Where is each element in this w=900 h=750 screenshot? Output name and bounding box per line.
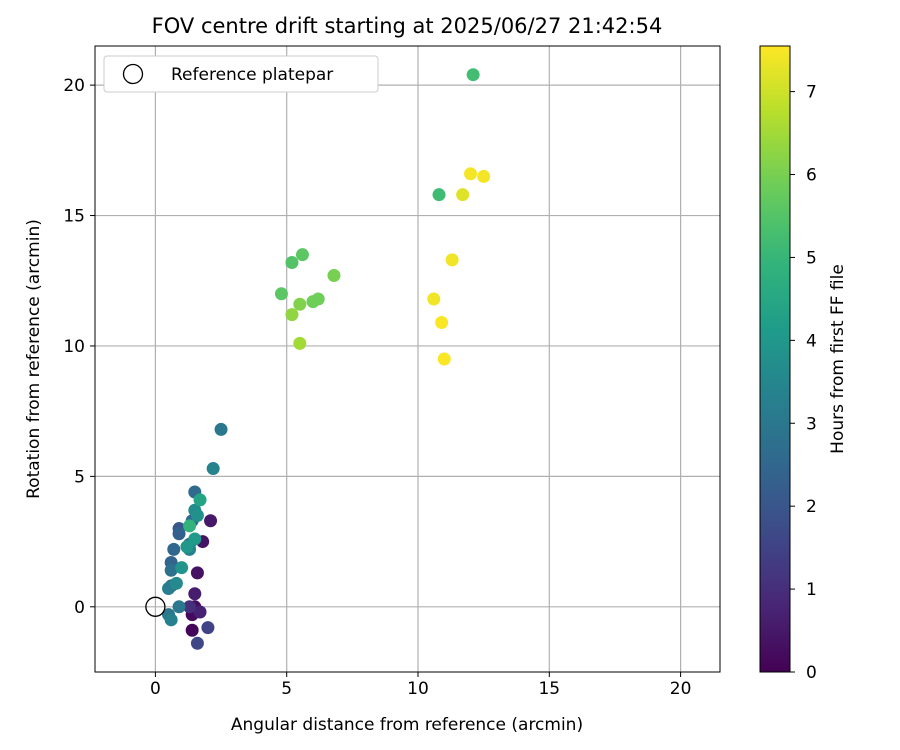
- x-tick-label: 5: [281, 679, 292, 699]
- data-point: [164, 563, 178, 577]
- colorbar-label: Hours from first FF file: [828, 264, 848, 454]
- colorbar-tick-label: 0: [806, 663, 817, 683]
- legend-box: [103, 55, 379, 93]
- legend-reference-marker: [122, 63, 144, 85]
- y-tick-label: 20: [63, 76, 85, 96]
- grid-lines: [95, 46, 720, 672]
- data-point: [183, 600, 197, 614]
- data-point: [201, 621, 215, 635]
- data-point: [206, 462, 220, 476]
- colorbar-gradient: [759, 45, 791, 673]
- x-tick-label: 15: [538, 679, 560, 699]
- data-point: [285, 255, 299, 269]
- data-point: [214, 422, 228, 436]
- data-points: [162, 68, 491, 650]
- x-tick-label: 20: [670, 679, 692, 699]
- data-point: [172, 527, 186, 541]
- data-point: [193, 605, 207, 619]
- colorbar: 0 1 2 3 4 5 6 7 Hours from first FF file: [759, 45, 848, 683]
- colorbar-tick-label: 1: [806, 580, 817, 600]
- data-point: [445, 253, 459, 267]
- x-axis-ticks: 0 5 10 15 20: [150, 672, 691, 699]
- data-point: [432, 188, 446, 202]
- data-point: [190, 509, 204, 522]
- data-point: [169, 576, 183, 590]
- colorbar-tick-label: 3: [806, 414, 817, 434]
- data-point: [204, 514, 218, 528]
- data-point: [295, 248, 309, 262]
- y-tick-label: 10: [63, 337, 85, 357]
- data-point: [456, 188, 470, 202]
- data-point: [183, 519, 197, 533]
- data-point: [172, 600, 186, 614]
- data-point: [167, 542, 181, 556]
- colorbar-tick-label: 7: [806, 83, 817, 103]
- data-point: [327, 269, 341, 283]
- data-point: [274, 287, 288, 301]
- x-axis-label: Angular distance from reference (arcmin): [231, 715, 583, 735]
- plot-frame: [94, 45, 721, 673]
- data-point: [185, 623, 199, 637]
- data-point: [285, 308, 299, 322]
- data-point: [164, 613, 178, 627]
- y-axis-label: Rotation from reference (arcmin): [24, 219, 44, 499]
- x-tick-label: 0: [150, 679, 161, 699]
- colorbar-tick-label: 4: [806, 331, 817, 351]
- y-tick-label: 5: [74, 467, 85, 487]
- x-tick-label: 10: [407, 679, 429, 699]
- legend-label-reference: Reference platepar: [171, 65, 333, 85]
- data-point: [193, 493, 207, 507]
- reference-platepar-marker: [145, 596, 166, 617]
- data-point: [435, 315, 449, 329]
- data-point: [190, 636, 204, 650]
- data-point: [293, 297, 307, 311]
- data-point: [311, 292, 325, 306]
- colorbar-tick-label: 2: [806, 497, 817, 517]
- data-point: [190, 566, 204, 580]
- data-point: [188, 532, 202, 546]
- data-point: [464, 167, 478, 181]
- data-point: [175, 561, 189, 575]
- y-axis-ticks: 0 5 10 15 20: [63, 76, 95, 618]
- colorbar-ticks: 0 1 2 3 4 5 6 7: [790, 83, 817, 683]
- colorbar-tick-label: 5: [806, 248, 817, 268]
- y-tick-label: 0: [74, 598, 85, 618]
- data-point: [427, 292, 441, 306]
- data-point: [437, 352, 451, 366]
- data-point: [293, 336, 307, 350]
- legend: Reference platepar: [103, 55, 379, 93]
- data-point: [477, 169, 491, 183]
- data-point: [466, 68, 480, 82]
- data-point: [180, 540, 194, 554]
- colorbar-tick-label: 6: [806, 166, 817, 186]
- chart-title: FOV centre drift starting at 2025/06/27 …: [152, 14, 663, 38]
- reference-marker-layer: [145, 596, 166, 617]
- data-point: [188, 587, 202, 601]
- y-tick-label: 15: [63, 207, 85, 227]
